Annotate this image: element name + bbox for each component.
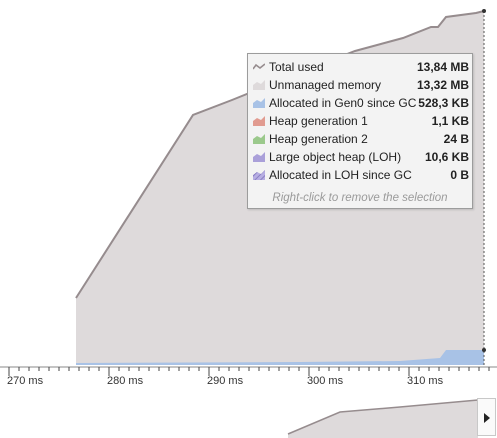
tooltip-hint: Right-click to remove the selection	[272, 192, 448, 204]
overview-strip[interactable]	[0, 394, 497, 438]
area-icon	[253, 116, 265, 126]
selection-handle-top	[482, 9, 486, 13]
hatched-area-icon	[253, 170, 265, 180]
overview-area	[288, 400, 478, 438]
tooltip-label: Allocated in LOH since GC	[269, 168, 412, 182]
tooltip-row-loh: Large object heap (LOH) 10,6 KB	[253, 149, 469, 167]
tooltip-row-heap-gen2: Heap generation 2 24 B	[253, 131, 469, 149]
scroll-right-button[interactable]	[477, 398, 496, 436]
total-used-line	[75, 10, 485, 299]
tick-label-280: 280 ms	[107, 375, 144, 387]
chevron-right-icon	[484, 413, 490, 423]
tick-label-300: 300 ms	[307, 375, 344, 387]
minor-ticks	[8, 367, 490, 376]
tooltip-value: 0 B	[450, 168, 469, 182]
tooltip-label: Heap generation 1	[269, 114, 368, 128]
tooltip-value: 13,32 MB	[416, 78, 469, 92]
tooltip-row-allocated-gen0: Allocated in Gen0 since GC 528,3 KB	[253, 95, 469, 113]
gen0-area	[76, 350, 484, 365]
area-icon	[253, 98, 265, 108]
tooltip-value: 528,3 KB	[418, 96, 469, 110]
tooltip-label: Heap generation 2	[269, 132, 368, 146]
tooltip-row-heap-gen1: Heap generation 1 1,1 KB	[253, 113, 469, 131]
area-icon	[253, 80, 265, 90]
tooltip-value: 24 B	[443, 132, 469, 146]
tooltip-label: Total used	[269, 60, 324, 74]
line-icon	[253, 63, 265, 70]
tooltip-value: 1,1 KB	[431, 114, 469, 128]
tooltip-label: Large object heap (LOH)	[269, 150, 402, 164]
tick-label-310: 310 ms	[407, 375, 444, 387]
tooltip-label: Allocated in Gen0 since GC	[269, 96, 417, 110]
tooltip-row-unmanaged-memory: Unmanaged memory 13,32 MB	[253, 77, 469, 95]
memory-tooltip: Total used 13,84 MB Unmanaged memory 13,…	[247, 53, 473, 209]
selection-handle-bottom	[482, 348, 486, 352]
tooltip-value: 13,84 MB	[416, 60, 469, 74]
area-icon	[253, 134, 265, 144]
overview-line	[287, 399, 479, 435]
tick-label-290: 290 ms	[207, 375, 244, 387]
area-icon	[253, 152, 265, 162]
tooltip-row-allocated-loh: Allocated in LOH since GC 0 B	[253, 167, 469, 185]
tooltip-value: 10,6 KB	[424, 150, 469, 164]
tick-label-270: 270 ms	[7, 375, 44, 387]
tooltip-row-total-used: Total used 13,84 MB	[253, 59, 469, 77]
tooltip-label: Unmanaged memory	[269, 78, 382, 92]
